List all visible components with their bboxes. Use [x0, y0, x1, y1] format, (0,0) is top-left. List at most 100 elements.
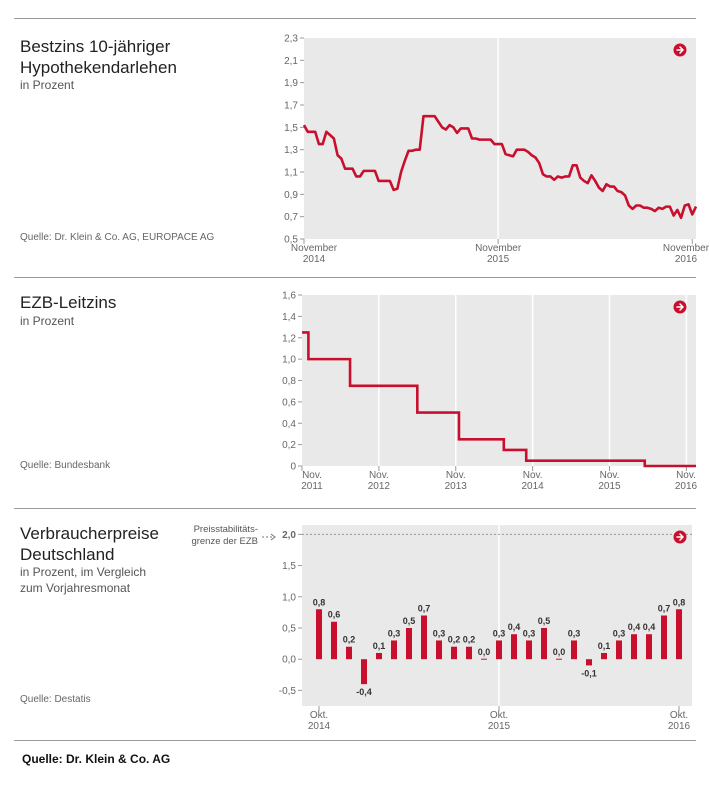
- bar-value-label: 0,6: [328, 610, 341, 620]
- y-tick-label: 1,0: [282, 355, 296, 366]
- y-tick-label: 1,9: [284, 78, 298, 89]
- separator-bottom: [14, 740, 696, 741]
- bar-value-label: 0,0: [478, 647, 491, 657]
- bar: [331, 621, 337, 660]
- arrow-right-circle-icon[interactable]: [673, 300, 687, 314]
- bar: [346, 646, 352, 660]
- x-tick-label: 2014: [522, 481, 545, 492]
- panel-source: Quelle: Dr. Klein & Co. AG, EUROPACE AG: [20, 232, 215, 243]
- y-tick-label: 1,5: [282, 561, 296, 572]
- x-tick-label: 2016: [675, 254, 698, 265]
- y-tick-label: 0,5: [284, 235, 298, 246]
- bar: [631, 634, 637, 660]
- x-tick-label: November: [663, 243, 710, 254]
- y-tick-label: 2,0: [282, 530, 296, 541]
- bar-value-label: 0,5: [538, 616, 551, 626]
- icon-arrow: [676, 303, 684, 311]
- bar-value-label: 0,3: [433, 628, 446, 638]
- y-tick-label: 1,4: [282, 312, 296, 323]
- bar-value-label: -0,1: [581, 668, 597, 678]
- bar: [451, 646, 457, 660]
- bar-value-label: 0,4: [508, 622, 521, 632]
- x-tick-label: 2014: [308, 721, 331, 732]
- y-tick-label: -0,5: [279, 686, 297, 697]
- icon-arrow: [676, 46, 684, 54]
- arrow-right-circle-icon[interactable]: [673, 43, 687, 57]
- y-tick-label: 2,1: [284, 56, 298, 67]
- x-tick-label: 2013: [445, 481, 468, 492]
- x-tick-label: Okt.: [670, 710, 688, 721]
- x-tick-label: Nov.: [523, 470, 543, 481]
- x-tick-label: 2015: [488, 721, 511, 732]
- subtitle-line-2: zum Vorjahresmonat: [20, 581, 131, 595]
- subtitle-line-1: in Prozent, im Vergleich: [20, 565, 147, 579]
- y-tick-label: 1,5: [284, 123, 298, 134]
- note-arrow-head: [270, 533, 276, 541]
- y-tick-label: 0,4: [282, 419, 296, 430]
- y-tick-label: 0,0: [282, 655, 296, 666]
- panel-title: Verbraucherpreise Deutschland: [20, 523, 159, 565]
- x-tick-label: November: [291, 243, 338, 254]
- bar-value-label: -0,4: [356, 687, 372, 697]
- y-tick-label: 0,5: [282, 623, 296, 634]
- ecb-stability-note: Preisstabilitäts-grenze der EZB: [191, 524, 258, 547]
- panel-subtitle: in Prozent, im Vergleich zum Vorjahresmo…: [20, 564, 146, 596]
- bar-value-label: 0,4: [628, 622, 641, 632]
- bar-value-label: 0,2: [343, 635, 356, 645]
- y-tick-label: 1,0: [282, 592, 296, 603]
- bar: [376, 652, 382, 660]
- bar-value-label: 0,7: [418, 604, 431, 614]
- y-tick-label: 2,3: [284, 34, 298, 45]
- x-tick-label: 2015: [598, 481, 621, 492]
- bar: [526, 640, 532, 660]
- y-tick-label: 1,6: [282, 291, 296, 302]
- chart-ecb-rate: 00,20,40,60,81,01,21,41,6Nov.2011Nov.201…: [282, 291, 698, 493]
- bar-value-label: 0,2: [448, 635, 461, 645]
- bar-value-label: 0,2: [463, 635, 476, 645]
- x-tick-label: Nov.: [446, 470, 466, 481]
- title-line-1: Bestzins 10-jähriger: [20, 37, 171, 56]
- bar: [676, 609, 682, 660]
- bar: [511, 634, 517, 660]
- x-tick-label: 2014: [303, 254, 326, 265]
- separator-1: [14, 277, 696, 278]
- bar-value-label: 0,3: [523, 628, 536, 638]
- chart-consumer-prices: -0,50,00,51,01,52,0Okt.2014Okt.2015Okt.2…: [262, 525, 692, 732]
- bar: [406, 627, 412, 660]
- bar-value-label: 0,8: [313, 597, 326, 607]
- bar: [466, 646, 472, 660]
- x-tick-label: Nov.: [302, 470, 322, 481]
- y-tick-label: 1,1: [284, 168, 298, 179]
- bar: [421, 615, 427, 660]
- title-line-1: Verbraucherpreise: [20, 524, 159, 543]
- separator-2: [14, 508, 696, 509]
- bar-value-label: 0,7: [658, 604, 671, 614]
- x-tick-label: 2012: [368, 481, 391, 492]
- x-tick-label: 2015: [487, 254, 510, 265]
- bar-value-label: 0,0: [553, 647, 566, 657]
- x-tick-label: Okt.: [490, 710, 508, 721]
- bar: [391, 640, 397, 660]
- bar-value-label: 0,3: [388, 628, 401, 638]
- title-line-2: Deutschland: [20, 545, 115, 564]
- bar: [541, 627, 547, 660]
- series-line-bestzins: [302, 114, 698, 220]
- bar: [661, 615, 667, 660]
- panel-subtitle: in Prozent: [20, 314, 75, 328]
- x-tick-label: 2011: [301, 481, 323, 492]
- y-tick-label: 0,9: [284, 190, 298, 201]
- y-tick-label: 0,2: [282, 440, 296, 451]
- y-tick-label: 0,8: [282, 376, 296, 387]
- y-tick-label: 1,3: [284, 145, 298, 156]
- bar: [436, 640, 442, 660]
- bar: [646, 634, 652, 660]
- bar-value-label: 0,8: [673, 597, 686, 607]
- bar: [556, 658, 562, 660]
- y-tick-label: 1,7: [284, 101, 298, 112]
- plot-area: [302, 525, 692, 706]
- y-tick-label: 0: [290, 462, 296, 473]
- x-tick-label: 2016: [675, 481, 698, 492]
- bar: [571, 640, 577, 660]
- panel-title: EZB-Leitzins: [20, 293, 117, 312]
- arrow-right-circle-icon[interactable]: [673, 530, 687, 544]
